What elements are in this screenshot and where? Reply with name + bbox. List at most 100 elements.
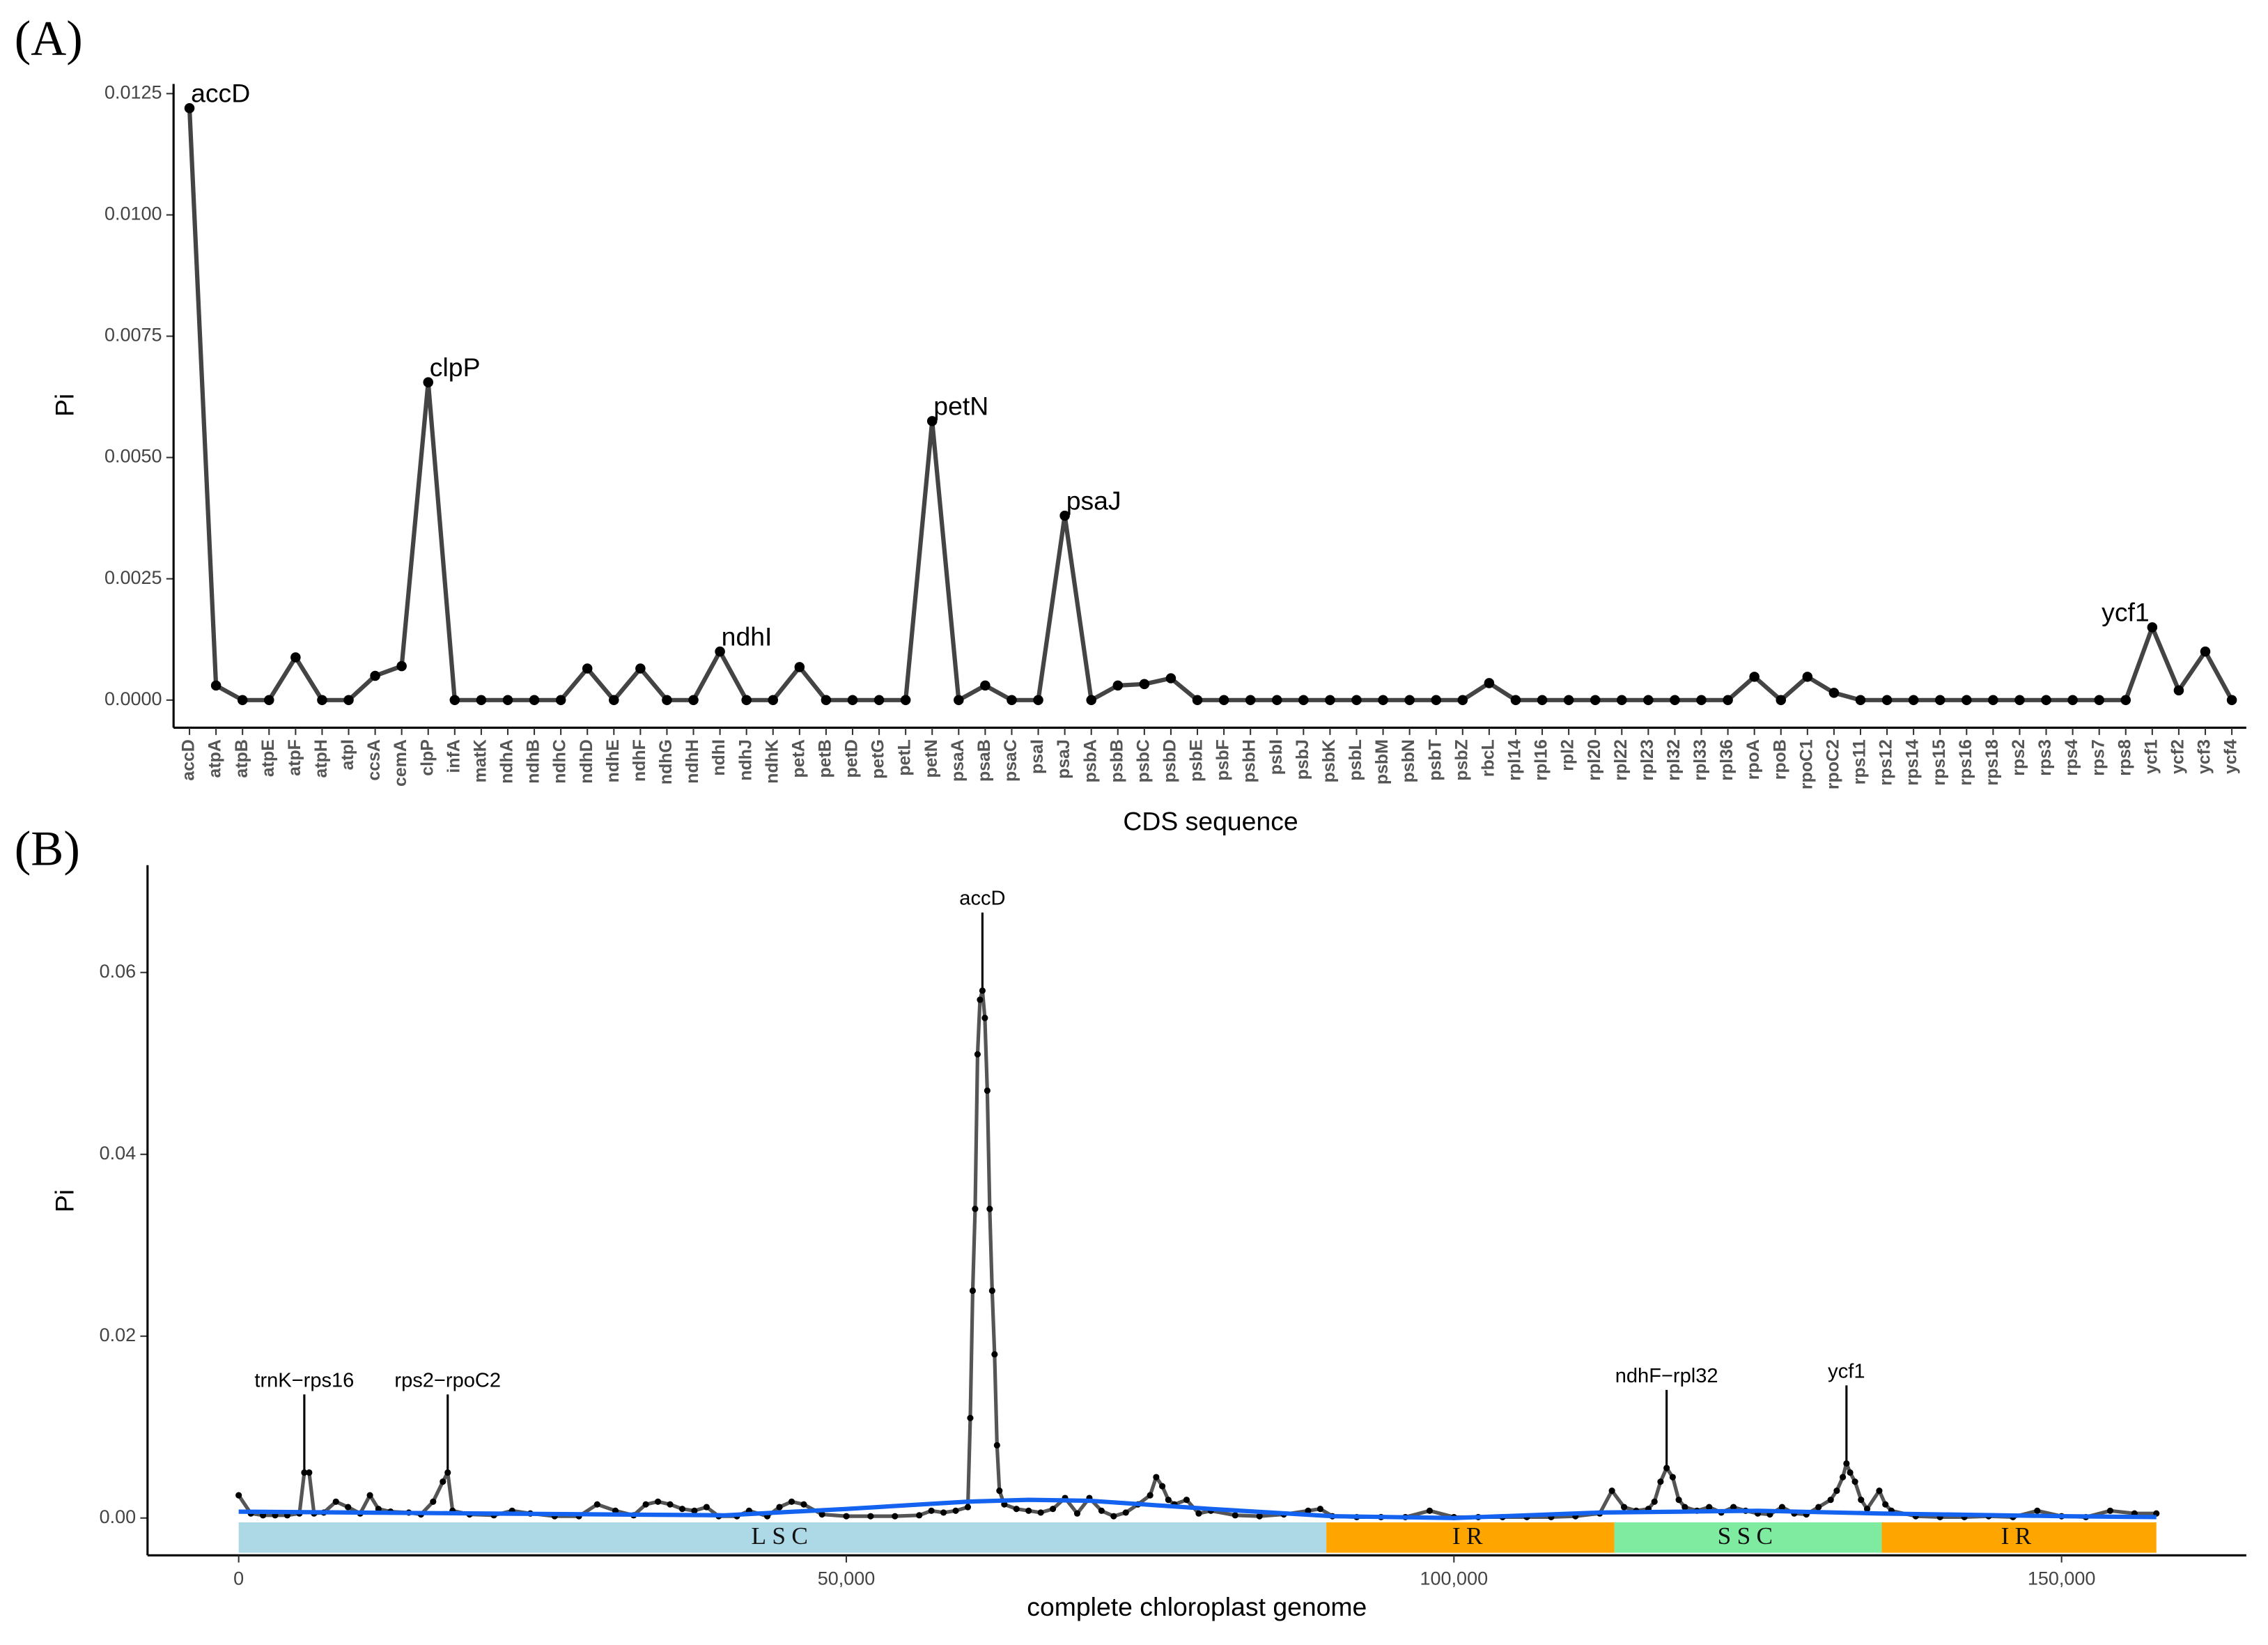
data-point xyxy=(1608,1488,1615,1495)
data-point xyxy=(1876,1488,1883,1495)
data-point xyxy=(821,695,832,706)
data-point xyxy=(306,1469,313,1476)
data-point xyxy=(2147,622,2158,633)
data-point xyxy=(1325,695,1335,706)
data-point xyxy=(741,695,752,706)
data-point xyxy=(609,695,619,706)
x-tick-label: psbZ xyxy=(1452,739,1471,781)
data-point xyxy=(343,695,354,706)
x-tick-label: rps14 xyxy=(1903,739,1923,786)
data-point xyxy=(843,1513,850,1520)
data-point xyxy=(237,695,248,706)
x-tick-label: rbcL xyxy=(1478,739,1498,777)
data-point xyxy=(1847,1469,1854,1476)
annotation: accD xyxy=(191,78,250,107)
data-point xyxy=(954,695,964,706)
data-point xyxy=(1696,695,1707,706)
data-point xyxy=(2200,646,2211,657)
x-tick-label: psbE xyxy=(1187,739,1206,782)
data-point xyxy=(1723,695,1733,706)
y-tick-label: 0.0025 xyxy=(104,567,162,588)
x-tick-label: 150,000 xyxy=(2028,1568,2096,1589)
x-tick-label: rps16 xyxy=(1956,739,1975,785)
data-point xyxy=(952,1507,959,1514)
x-tick-label: petL xyxy=(895,739,915,776)
y-tick-label: 0.0050 xyxy=(104,446,162,467)
annotation: ycf1 xyxy=(1828,1360,1865,1382)
data-point xyxy=(662,695,672,706)
region-label: LSC xyxy=(752,1522,814,1550)
data-point xyxy=(1484,678,1495,688)
data-point xyxy=(1908,695,1919,706)
y-tick-label: 0.02 xyxy=(100,1325,137,1345)
data-point xyxy=(974,1051,981,1058)
data-point xyxy=(986,1205,993,1212)
data-point xyxy=(940,1509,947,1516)
annotation: accD xyxy=(959,888,1005,910)
annotation: clpP xyxy=(430,353,481,382)
x-tick-label: ndhE xyxy=(603,739,623,782)
data-point xyxy=(776,1504,783,1511)
data-point xyxy=(1195,1510,1202,1517)
data-point xyxy=(818,1511,825,1518)
x-tick-label: rpl14 xyxy=(1505,739,1525,781)
data-point xyxy=(1098,1507,1105,1514)
y-tick-label: 0.06 xyxy=(100,961,137,982)
annotation: rps2−rpoC2 xyxy=(394,1369,501,1391)
smooth-line xyxy=(238,1497,2157,1520)
data-point xyxy=(847,695,858,706)
x-tick-label: psbK xyxy=(1319,739,1339,782)
x-tick-label: rpl2 xyxy=(1558,739,1578,771)
data-point xyxy=(1863,1506,1871,1513)
data-point xyxy=(928,1507,935,1514)
y-tick-label: 0.0000 xyxy=(104,688,162,709)
data-point xyxy=(1305,1507,1312,1514)
data-point xyxy=(1001,1501,1008,1508)
x-tick-label: ndhF xyxy=(630,739,649,782)
x-tick-label: rps11 xyxy=(1850,739,1870,785)
data-point xyxy=(2094,695,2104,706)
data-point xyxy=(502,695,513,706)
data-point xyxy=(967,1414,974,1421)
x-tick-label: ndhD xyxy=(577,739,596,784)
x-tick-label: psbA xyxy=(1080,739,1100,782)
x-tick-label: rpoC1 xyxy=(1796,739,1816,789)
data-point xyxy=(2226,695,2237,706)
data-point xyxy=(1110,1513,1117,1520)
x-tick-label: rpl36 xyxy=(1717,739,1737,781)
x-axis-label: complete chloroplast genome xyxy=(1027,1592,1367,1621)
data-point xyxy=(1855,695,1866,706)
data-point xyxy=(1776,695,1787,706)
data-point xyxy=(1183,1497,1190,1504)
data-point xyxy=(1316,1506,1323,1513)
x-tick-label: rpoC2 xyxy=(1823,739,1842,789)
data-point xyxy=(1165,673,1176,684)
data-point xyxy=(691,1507,698,1514)
x-tick-label: rps8 xyxy=(2115,739,2134,776)
x-tick-label: ndhH xyxy=(683,739,702,784)
data-point xyxy=(642,1501,649,1508)
data-point xyxy=(1165,1497,1172,1504)
x-tick-label: psbH xyxy=(1240,739,1259,782)
data-point xyxy=(1643,695,1654,706)
data-point xyxy=(800,1501,807,1508)
x-tick-label: rpoA xyxy=(1743,739,1763,780)
x-tick-label: psbL xyxy=(1346,739,1365,781)
x-tick-label: 50,000 xyxy=(818,1568,876,1589)
data-point xyxy=(1840,1474,1847,1481)
data-point xyxy=(991,1351,998,1358)
data-point xyxy=(1426,1507,1433,1514)
data-point xyxy=(1404,695,1415,706)
data-point xyxy=(449,695,460,706)
data-point xyxy=(667,1501,674,1508)
data-line xyxy=(187,108,2234,702)
data-point xyxy=(2120,695,2131,706)
data-point xyxy=(1988,695,1998,706)
data-point xyxy=(993,1442,1000,1449)
x-tick-label: psaI xyxy=(1027,739,1047,774)
x-tick-label: clpP xyxy=(417,739,437,776)
data-point xyxy=(593,1501,600,1508)
x-tick-label: ndhK xyxy=(762,739,782,784)
